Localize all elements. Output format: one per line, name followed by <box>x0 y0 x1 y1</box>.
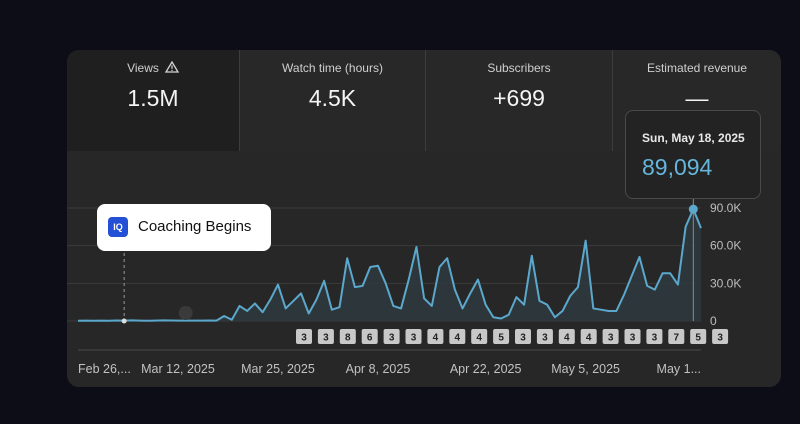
video-marker-label: 3 <box>630 333 636 344</box>
video-marker-label: 4 <box>586 333 592 344</box>
video-marker <box>668 329 685 344</box>
video-marker <box>558 329 575 344</box>
tooltip-value: 89,094 <box>642 154 713 180</box>
metric-label: Subscribers <box>487 61 551 75</box>
video-marker-label: 4 <box>476 333 482 344</box>
video-marker <box>339 329 356 344</box>
app-logo-icon: IQ <box>108 217 128 237</box>
video-marker <box>712 329 729 344</box>
video-marker-label: 3 <box>389 333 395 344</box>
x-tick-label: Feb 26,... <box>78 362 131 376</box>
video-marker-label: 4 <box>564 333 570 344</box>
highlight-point <box>688 204 698 214</box>
video-marker <box>624 329 641 344</box>
video-marker <box>646 329 663 344</box>
x-tick-label: Mar 25, 2025 <box>241 362 315 376</box>
metric-watch-time[interactable]: Watch time (hours) 4.5K <box>240 50 426 151</box>
x-tick-label: Apr 8, 2025 <box>346 362 411 376</box>
video-marker <box>515 329 531 344</box>
video-marker <box>427 329 444 344</box>
video-marker-label: 3 <box>301 333 307 344</box>
video-marker <box>580 329 597 344</box>
x-tick-label: Mar 12, 2025 <box>141 362 215 376</box>
video-marker <box>383 329 400 344</box>
metric-value: +699 <box>493 85 545 111</box>
video-marker-label: 5 <box>498 333 504 344</box>
video-marker-label: 3 <box>542 333 548 344</box>
coaching-annotation[interactable]: IQ Coaching Begins <box>97 204 271 251</box>
video-marker-label: 7 <box>674 333 680 344</box>
video-marker <box>361 329 378 344</box>
y-tick-label: 30.0K <box>710 276 741 290</box>
annotation-point <box>121 318 127 324</box>
y-tick-label: 60.0K <box>710 239 741 253</box>
series-line <box>77 208 702 322</box>
video-marker <box>471 329 488 344</box>
video-marker-label: 3 <box>652 333 658 344</box>
video-marker <box>449 329 466 344</box>
hover-dot <box>178 306 193 320</box>
metric-views[interactable]: Views 1.5M <box>67 50 240 151</box>
x-tick-label: May 1... <box>657 362 701 376</box>
y-tick-label: 0 <box>710 314 717 328</box>
metric-value: 1.5M <box>127 85 179 111</box>
metric-subscribers[interactable]: Subscribers +699 <box>426 50 613 151</box>
video-marker-label: 4 <box>455 333 461 344</box>
series-area <box>78 209 701 321</box>
metric-label: Estimated revenue <box>646 61 748 75</box>
chart-tooltip: Sun, May 18, 2025 89,094 <box>625 110 761 199</box>
video-marker <box>493 329 510 344</box>
metric-value: 4.5K <box>308 85 357 111</box>
annotation-label: Coaching Begins <box>138 218 252 235</box>
warning-icon <box>164 61 179 73</box>
video-marker-label: 3 <box>608 333 614 344</box>
video-marker-label: 5 <box>695 333 701 344</box>
video-marker-label: 6 <box>367 333 373 344</box>
video-marker <box>536 329 553 344</box>
video-marker <box>317 329 334 344</box>
video-marker <box>602 329 619 344</box>
video-marker <box>296 329 312 344</box>
metric-label: Watch time (hours) <box>282 61 383 75</box>
video-marker-label: 3 <box>323 333 329 344</box>
video-marker-label: 3 <box>717 333 723 344</box>
video-marker <box>690 329 707 344</box>
metric-label: Views <box>127 61 159 75</box>
tooltip-date: Sun, May 18, 2025 <box>642 131 745 145</box>
y-tick-label: 90.0K <box>710 201 741 215</box>
metric-value: — <box>685 85 709 111</box>
video-marker-label: 3 <box>411 333 417 344</box>
video-marker-label: 4 <box>433 333 439 344</box>
video-marker-label: 8 <box>345 333 351 344</box>
analytics-card: Views 1.5M Watch time (hours) 4.5K Subsc… <box>67 50 781 387</box>
x-tick-label: Apr 22, 2025 <box>450 362 522 376</box>
x-tick-label: May 5, 2025 <box>551 362 620 376</box>
video-marker-label: 3 <box>520 333 526 344</box>
video-marker <box>405 329 422 344</box>
